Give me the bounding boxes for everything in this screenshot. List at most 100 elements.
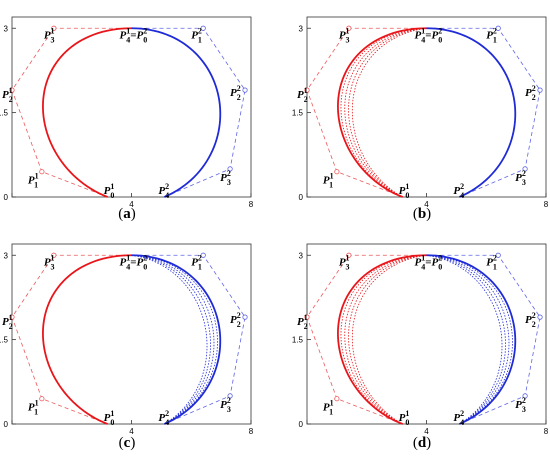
control-point-marker <box>227 166 233 172</box>
control-point-label: P2 3 <box>220 396 231 414</box>
control-point-label: P2 1 <box>486 26 497 44</box>
control-point-label: P1 3 <box>44 253 55 271</box>
panel-d: 0 1.5 3 4 8 P1 0 P1 1 P1 2 P1 3 P2 1 P2 2 P2 3 P2 4 P1 4=P2 0 <box>292 243 549 436</box>
red-curve-variant <box>348 27 427 198</box>
control-point-label: P1 1 <box>323 399 334 417</box>
panel-c: 0 1.5 3 4 8 P10 P11 P12 P13 P21 P22 P23 P24 P14=P20 <box>0 243 254 436</box>
red-bezier-curve <box>337 27 427 198</box>
control-polygon-red <box>11 254 132 425</box>
blue-bezier-curve <box>131 254 222 425</box>
x-tick-label: 4 <box>424 427 429 436</box>
red-bezier-curve <box>337 254 427 425</box>
control-point-label: P1 3 <box>44 26 55 44</box>
y-tick-label: 1.5 <box>0 109 9 118</box>
control-point-label: P2 2 <box>525 311 536 329</box>
x-tick-label: 8 <box>249 427 254 436</box>
control-point-marker <box>9 87 15 93</box>
control-point-marker <box>200 25 206 31</box>
joint-point-label: P1 4=P2 0 <box>415 26 443 44</box>
control-point-label: P2 1 <box>191 253 202 271</box>
red-curve-variant <box>344 27 427 198</box>
y-tick-label: 1.5 <box>292 109 304 118</box>
control-point-marker <box>495 25 501 31</box>
blue-curve-variant <box>131 254 208 425</box>
control-point-marker <box>522 393 528 399</box>
control-point-label: P1 2 <box>297 86 308 104</box>
control-point-label: P2 2 <box>230 311 241 329</box>
control-point-label: P1 0 <box>399 182 410 200</box>
control-point-marker <box>242 87 248 93</box>
caption-c: (c) <box>118 435 136 451</box>
control-point-marker <box>242 314 248 320</box>
joint-point-label: P1 4=P2 0 <box>120 26 148 44</box>
control-point-marker <box>495 252 501 258</box>
red-curve-variant <box>348 254 427 425</box>
control-point-marker <box>537 87 543 93</box>
x-tick-label: 4 <box>424 200 429 209</box>
control-point-label: P2 3 <box>515 169 526 187</box>
blue-curve-variant <box>426 254 506 425</box>
blue-curve-variant <box>426 254 510 425</box>
red-curve-variant <box>340 27 427 198</box>
axes-frame <box>306 243 547 425</box>
control-point-label: P2 1 <box>191 26 202 44</box>
control-point-label: P1 1 <box>28 399 39 417</box>
control-point-label: P2 3 <box>515 396 526 414</box>
control-point-label: P1 2 <box>2 313 13 331</box>
control-point-marker <box>304 314 310 320</box>
blue-curve-variant <box>131 254 218 425</box>
control-point-marker <box>227 393 233 399</box>
control-point-label: P1 1 <box>323 172 334 190</box>
control-point-marker <box>39 169 45 175</box>
control-point-marker <box>522 166 528 172</box>
blue-curve-variant <box>426 254 503 425</box>
control-point-label: P1 2 <box>2 86 13 104</box>
y-tick-label: 1.5 <box>0 336 9 345</box>
caption-d: (d) <box>412 435 432 451</box>
control-point-label: P2 1 <box>486 253 497 271</box>
caption-b: (b) <box>412 206 432 222</box>
control-point-marker <box>537 314 543 320</box>
red-curve-variant <box>351 254 427 425</box>
control-point-label: P2 2 <box>230 84 241 102</box>
blue-curve-variant <box>131 254 211 425</box>
x-tick-label: 8 <box>544 200 549 209</box>
control-point-label: P2 4 <box>158 409 169 427</box>
blue-curve-variant <box>426 254 513 425</box>
control-point-label: P2 2 <box>525 84 536 102</box>
x-tick-label: 8 <box>544 427 549 436</box>
red-curve-variant <box>340 254 427 425</box>
control-point-marker <box>346 25 352 31</box>
red-bezier-curve <box>42 254 132 425</box>
blue-bezier-curve <box>426 254 517 425</box>
control-point-label: P1 0 <box>399 409 410 427</box>
control-point-marker <box>346 252 352 258</box>
panel-a: 0 1.5 3 4 8 P10 P11 P12 P13 P21 P22 P23 P24 P14=P20 <box>0 16 254 209</box>
control-point-marker <box>51 25 57 31</box>
y-tick-label: 0 <box>4 420 9 429</box>
control-point-label: P2 4 <box>158 182 169 200</box>
control-point-marker <box>334 169 340 175</box>
control-point-label: P1 2 <box>297 313 308 331</box>
caption-a-label: a <box>123 206 131 222</box>
control-point-marker <box>334 396 340 402</box>
blue-bezier-curve <box>131 27 222 198</box>
control-point-label: P1 3 <box>339 26 350 44</box>
y-tick-label: 0 <box>4 193 9 202</box>
control-point-label: P2 4 <box>453 409 464 427</box>
control-point-label: P1 1 <box>28 172 39 190</box>
y-tick-label: 3 <box>299 251 304 260</box>
blue-bezier-curve <box>426 27 517 198</box>
control-point-marker <box>200 252 206 258</box>
control-point-marker <box>9 314 15 320</box>
red-curve-variant <box>344 254 427 425</box>
control-point-label: P1 0 <box>104 182 115 200</box>
control-point-marker <box>39 396 45 402</box>
y-tick-label: 3 <box>4 24 9 33</box>
joint-point-label: P1 4=P2 0 <box>120 253 148 271</box>
control-point-marker <box>51 252 57 258</box>
axes-frame <box>11 243 252 425</box>
y-tick-label: 0 <box>299 420 304 429</box>
control-polygon-red <box>11 27 132 198</box>
x-tick-label: 4 <box>129 427 134 436</box>
